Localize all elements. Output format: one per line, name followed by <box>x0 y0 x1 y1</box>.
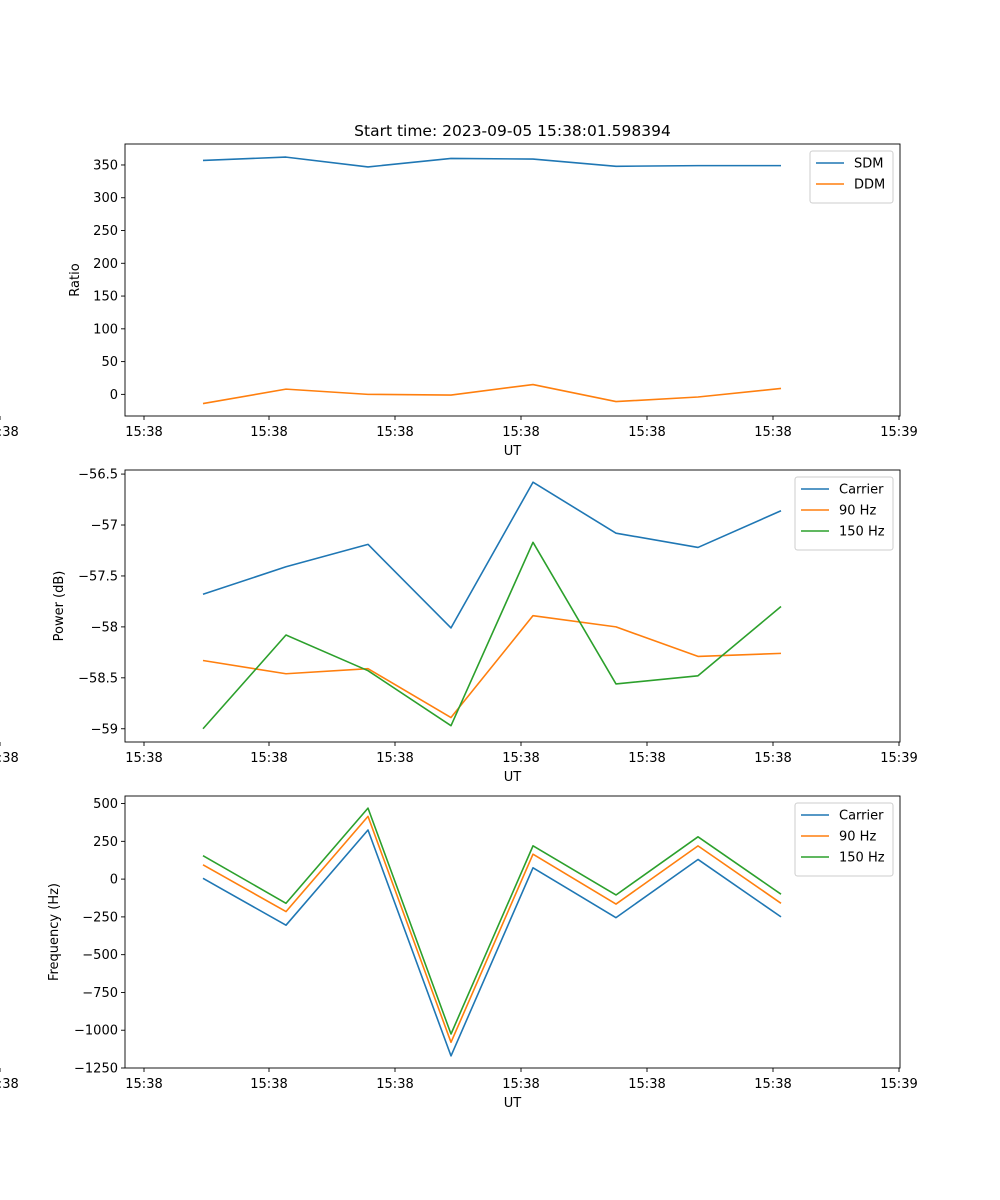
series-line-150-hz <box>202 807 782 1035</box>
y-tick-label: −250 <box>82 910 118 925</box>
y-axis-label: Ratio <box>68 263 83 296</box>
subplots: 0 50 100 150 200 250 300 350 15:38 15:38 15:38 15:3… <box>0 143 918 1111</box>
x-tick-label: 15:38 <box>0 751 19 766</box>
x-tick-label: 15:38 <box>628 425 665 440</box>
x-tick-label: 15:38 <box>754 425 791 440</box>
x-tick-label: 15:38 <box>502 425 539 440</box>
y-tick-label: 0 <box>110 388 118 403</box>
y-tick-label: −58.5 <box>78 671 118 686</box>
series-line-90-hz <box>202 815 782 1044</box>
y-tick-label: 0 <box>110 873 118 888</box>
x-tick-label: 15:38 <box>376 425 413 440</box>
legend-box <box>809 150 894 204</box>
axes-frame <box>124 469 901 743</box>
x-tick-label: 15:38 <box>125 1077 162 1092</box>
legend: Carrier 90 Hz 150 Hz <box>794 476 894 551</box>
x-tick-label: 15:38 <box>376 751 413 766</box>
legend: SDM DDM <box>809 150 894 204</box>
y-tick-label: −500 <box>82 948 118 963</box>
x-tick-label: 15:38 <box>502 751 539 766</box>
subplot-1: 0 50 100 150 200 250 300 350 15:38 15:38 15:38 15:3… <box>0 143 918 459</box>
y-tick-label: −56.5 <box>78 468 118 483</box>
legend-label: 150 Hz <box>839 851 885 866</box>
x-tick-label: 15:38 <box>754 1077 791 1092</box>
subplot-2: −59 −58.5 −58 −57.5 −57 −56.5 15:38 15:38 15:38 1… <box>0 468 918 785</box>
x-tick-label: 15:38 <box>250 751 287 766</box>
y-tick-label: 100 <box>93 322 118 337</box>
x-tick-label: 15:39 <box>880 751 917 766</box>
y-tick-label: −57.5 <box>78 569 118 584</box>
x-tick-label: 15:39 <box>880 1077 917 1092</box>
y-tick-label: 300 <box>93 191 118 206</box>
series-line-carrier <box>202 829 782 1057</box>
series-line-150-hz <box>202 541 782 730</box>
y-tick-label: 50 <box>101 355 118 370</box>
legend: Carrier 90 Hz 150 Hz <box>794 802 894 877</box>
series-line-carrier <box>202 481 782 629</box>
subplot-3: −1250 −1000 −750 −500 −250 0 250 500 15:38 15:38 1… <box>0 795 918 1111</box>
legend-label: Carrier <box>839 809 884 824</box>
legend-label: 150 Hz <box>839 525 885 540</box>
axes-frame <box>124 795 901 1069</box>
legend-label: Carrier <box>839 483 884 498</box>
y-tick-label: 250 <box>93 835 118 850</box>
x-axis-label: UT <box>504 770 522 785</box>
y-tick-label: −1250 <box>74 1062 118 1077</box>
series-line-90-hz <box>202 614 782 719</box>
legend-label: 90 Hz <box>839 830 876 845</box>
x-tick-label: 15:38 <box>250 1077 287 1092</box>
y-tick-label: −57 <box>91 519 118 534</box>
legend-label: 90 Hz <box>839 504 876 519</box>
series-line-ddm <box>202 383 782 405</box>
axes-frame <box>124 143 901 417</box>
x-tick-label: 15:38 <box>0 425 19 440</box>
y-tick-label: 500 <box>93 797 118 812</box>
figure-title: Start time: 2023-09-05 15:38:01.598394 <box>354 122 671 140</box>
x-tick-label: 15:39 <box>880 425 917 440</box>
x-tick-label: 15:38 <box>125 425 162 440</box>
x-tick-label: 15:38 <box>502 1077 539 1092</box>
x-tick-label: 15:38 <box>0 1077 19 1092</box>
y-axis-label: Power (dB) <box>52 571 67 642</box>
y-axis-label: Frequency (Hz) <box>47 883 62 981</box>
x-axis-label: UT <box>504 1096 522 1111</box>
y-tick-label: 200 <box>93 257 118 272</box>
series-line-sdm <box>202 156 781 168</box>
y-tick-label: 250 <box>93 224 118 239</box>
x-axis-label: UT <box>504 444 522 459</box>
y-tick-label: −59 <box>91 722 118 737</box>
x-tick-label: 15:38 <box>125 751 162 766</box>
x-tick-label: 15:38 <box>250 425 287 440</box>
legend-label: DDM <box>854 178 885 193</box>
x-tick-label: 15:38 <box>628 751 665 766</box>
y-tick-label: 350 <box>93 158 118 173</box>
legend-label: SDM <box>854 157 883 172</box>
y-tick-label: −1000 <box>74 1024 118 1039</box>
y-tick-label: −750 <box>82 986 118 1001</box>
x-tick-label: 15:38 <box>754 751 791 766</box>
x-tick-label: 15:38 <box>376 1077 413 1092</box>
x-tick-label: 15:38 <box>628 1077 665 1092</box>
y-tick-label: −58 <box>91 620 118 635</box>
y-tick-label: 150 <box>93 290 118 305</box>
